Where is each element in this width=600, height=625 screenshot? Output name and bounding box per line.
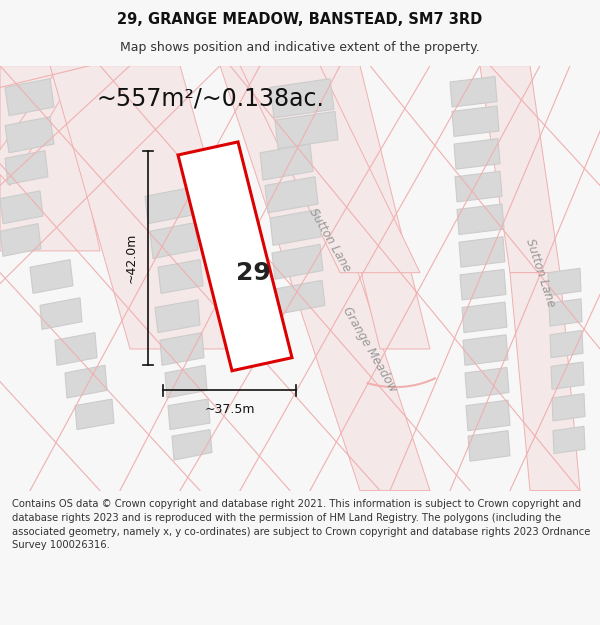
- Polygon shape: [0, 191, 43, 224]
- Polygon shape: [220, 66, 430, 491]
- Polygon shape: [5, 151, 48, 184]
- Polygon shape: [553, 426, 585, 454]
- Polygon shape: [160, 332, 204, 365]
- Polygon shape: [468, 431, 510, 461]
- Polygon shape: [240, 66, 420, 272]
- Polygon shape: [460, 269, 506, 300]
- Polygon shape: [260, 144, 313, 180]
- Text: Grange Meadow: Grange Meadow: [340, 304, 400, 394]
- Polygon shape: [466, 400, 510, 431]
- Polygon shape: [172, 429, 212, 460]
- Polygon shape: [65, 365, 107, 398]
- Polygon shape: [5, 79, 54, 116]
- Polygon shape: [310, 66, 430, 349]
- Polygon shape: [30, 259, 73, 293]
- Text: Sutton Lane: Sutton Lane: [523, 237, 557, 309]
- Polygon shape: [548, 268, 581, 296]
- Polygon shape: [465, 368, 509, 398]
- Polygon shape: [145, 188, 193, 224]
- Polygon shape: [5, 117, 54, 152]
- Text: ~37.5m: ~37.5m: [204, 404, 255, 416]
- Polygon shape: [0, 224, 41, 256]
- Polygon shape: [0, 66, 100, 251]
- Polygon shape: [75, 399, 114, 429]
- Polygon shape: [272, 244, 323, 279]
- Polygon shape: [462, 302, 507, 332]
- Polygon shape: [158, 259, 203, 293]
- Polygon shape: [165, 365, 207, 398]
- Text: Sutton Lane: Sutton Lane: [307, 206, 353, 274]
- Polygon shape: [168, 399, 210, 429]
- Polygon shape: [455, 171, 502, 202]
- Polygon shape: [459, 237, 505, 268]
- Polygon shape: [550, 331, 583, 357]
- Polygon shape: [457, 204, 504, 234]
- Polygon shape: [0, 66, 80, 186]
- Polygon shape: [155, 300, 200, 332]
- Text: 29: 29: [236, 261, 271, 284]
- Polygon shape: [270, 209, 321, 246]
- Polygon shape: [178, 142, 292, 371]
- Polygon shape: [450, 76, 497, 107]
- Polygon shape: [40, 298, 82, 329]
- Text: Contains OS data © Crown copyright and database right 2021. This information is : Contains OS data © Crown copyright and d…: [12, 499, 590, 550]
- Polygon shape: [270, 79, 334, 118]
- Text: 29, GRANGE MEADOW, BANSTEAD, SM7 3RD: 29, GRANGE MEADOW, BANSTEAD, SM7 3RD: [118, 12, 482, 27]
- Polygon shape: [275, 280, 325, 314]
- Polygon shape: [55, 332, 97, 365]
- Polygon shape: [551, 362, 584, 389]
- Polygon shape: [510, 272, 580, 491]
- Text: ~557m²/~0.138ac.: ~557m²/~0.138ac.: [96, 86, 324, 111]
- Polygon shape: [150, 222, 198, 259]
- Polygon shape: [452, 106, 499, 136]
- Polygon shape: [454, 139, 500, 169]
- Text: Map shows position and indicative extent of the property.: Map shows position and indicative extent…: [120, 41, 480, 54]
- Polygon shape: [463, 335, 508, 365]
- Polygon shape: [552, 394, 585, 421]
- Text: ~42.0m: ~42.0m: [125, 232, 138, 283]
- Polygon shape: [549, 299, 582, 326]
- Polygon shape: [50, 66, 260, 349]
- Polygon shape: [265, 177, 318, 212]
- Polygon shape: [480, 66, 560, 272]
- Polygon shape: [275, 111, 338, 149]
